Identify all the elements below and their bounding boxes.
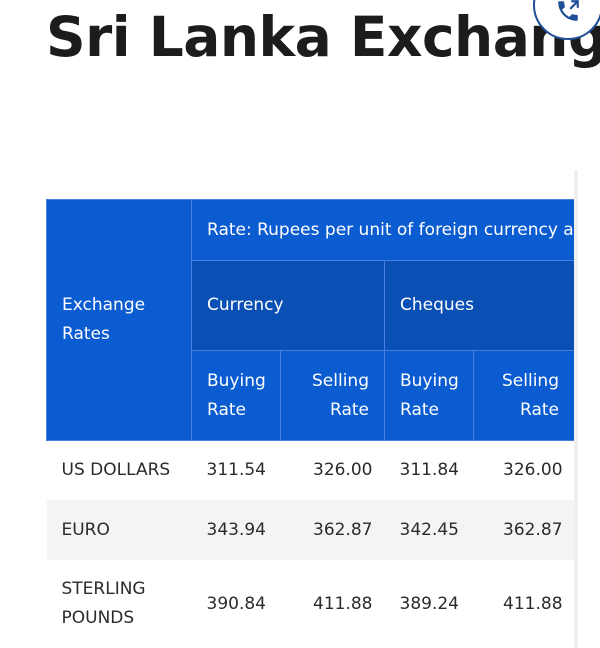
cheques-buying-value: 311.84: [384, 440, 474, 500]
header-cheques-selling-rate: Selling Rate: [472, 350, 574, 441]
cheques-buying-value: 342.45: [384, 500, 474, 560]
header-exchange-rates: Exchange Rates: [46, 199, 192, 441]
scroll-edge: [574, 170, 578, 648]
table-row: EURO 343.94 362.87 342.45 362.87: [46, 500, 574, 560]
currency-selling-value: 362.87: [280, 500, 385, 560]
cheques-selling-value: 362.87: [473, 500, 574, 560]
currency-selling-value: 411.88: [280, 560, 385, 648]
row-currency-name: STERLING POUNDS: [46, 560, 192, 648]
currency-buying-value: 311.54: [191, 440, 281, 500]
page-title: Sri Lanka Exchange Rates: [46, 5, 600, 69]
exchange-rates-table: Exchange Rates Rate: Rupees per unit of …: [46, 199, 574, 648]
cheques-selling-value: 411.88: [473, 560, 574, 648]
header-currency-buying-rate: Buying Rate: [191, 350, 281, 441]
phone-icon: [558, 0, 579, 21]
cheques-buying-value: 389.24: [384, 560, 474, 648]
header-group-cheques: Cheques: [383, 260, 574, 351]
currency-buying-value: 390.84: [191, 560, 281, 648]
row-currency-name: US DOLLARS: [46, 440, 192, 500]
table-row: STERLING POUNDS 390.84 411.88 389.24 411…: [46, 560, 574, 648]
header-rate-note: Rate: Rupees per unit of foreign currenc…: [190, 199, 574, 261]
exchange-rates-table-container[interactable]: Exchange Rates Rate: Rupees per unit of …: [46, 199, 574, 648]
header-group-currency: Currency: [191, 260, 385, 351]
header-currency-selling-rate: Selling Rate: [280, 350, 385, 441]
table-row: US DOLLARS 311.54 326.00 311.84 326.00: [46, 440, 574, 500]
header-cheques-buying-rate: Buying Rate: [384, 350, 474, 441]
currency-buying-value: 343.94: [191, 500, 281, 560]
row-currency-name: EURO: [46, 500, 192, 560]
currency-selling-value: 326.00: [280, 440, 385, 500]
cheques-selling-value: 326.00: [473, 440, 574, 500]
